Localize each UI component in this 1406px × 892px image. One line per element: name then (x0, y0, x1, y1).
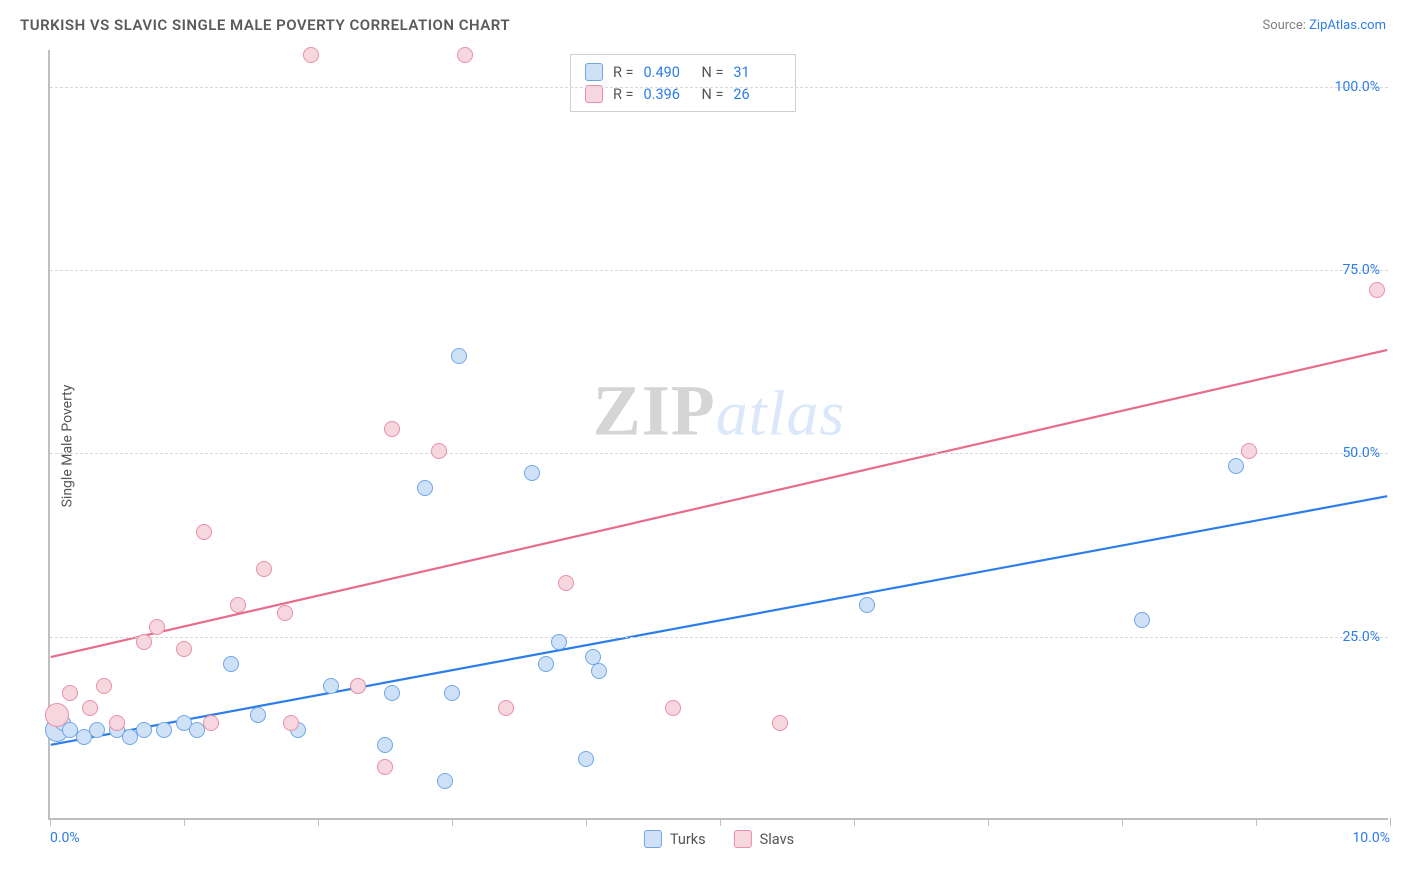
gridline (50, 453, 1388, 454)
data-point-slavs (377, 759, 393, 775)
data-point-slavs (772, 715, 788, 731)
legend-r-label: R = (613, 86, 634, 103)
data-point-slavs (62, 685, 78, 701)
gridline (50, 270, 1388, 271)
data-point-slavs (283, 715, 299, 731)
data-point-slavs (149, 619, 165, 635)
legend-swatch-icon (734, 830, 752, 848)
x-tick (452, 818, 453, 826)
data-point-slavs (109, 715, 125, 731)
y-tick-label: 100.0% (1335, 79, 1380, 95)
data-point-turks (223, 656, 239, 672)
watermark: ZIPatlas (593, 369, 846, 452)
trend-line-turks (51, 496, 1388, 745)
legend-n-value: 26 (733, 86, 781, 103)
data-point-turks (156, 722, 172, 738)
x-tick-label: 10.0% (1352, 830, 1390, 846)
scatter-plot: ZIPatlas R =0.490N =31R =0.396N =26 Turk… (48, 50, 1388, 820)
data-point-turks (451, 348, 467, 364)
legend-swatch-icon (585, 63, 603, 81)
trend-lines (50, 50, 1388, 818)
gridline (50, 87, 1388, 88)
data-point-slavs (457, 47, 473, 63)
data-point-turks (377, 737, 393, 753)
gridline (50, 637, 1388, 638)
legend-r-label: R = (613, 64, 634, 81)
x-tick (50, 818, 51, 826)
data-point-turks (1228, 458, 1244, 474)
series-legend-label: Slavs (760, 831, 794, 848)
data-point-turks (859, 597, 875, 613)
data-point-turks (591, 663, 607, 679)
y-tick-label: 50.0% (1342, 445, 1380, 461)
trend-line-slavs (51, 350, 1388, 657)
data-point-slavs (176, 641, 192, 657)
x-tick (1256, 818, 1257, 826)
x-tick-label: 0.0% (50, 830, 80, 846)
data-point-slavs (498, 700, 514, 716)
data-point-slavs (665, 700, 681, 716)
data-point-turks (417, 480, 433, 496)
chart-title: TURKISH VS SLAVIC SINGLE MALE POVERTY CO… (20, 16, 510, 34)
data-point-slavs (136, 634, 152, 650)
y-tick-label: 75.0% (1342, 262, 1380, 278)
data-point-slavs (45, 703, 69, 727)
series-legend-label: Turks (670, 831, 706, 848)
data-point-slavs (82, 700, 98, 716)
x-tick (1122, 818, 1123, 826)
data-point-turks (444, 685, 460, 701)
x-tick (988, 818, 989, 826)
data-point-slavs (1369, 282, 1385, 298)
x-tick (854, 818, 855, 826)
data-point-turks (585, 649, 601, 665)
data-point-turks (89, 722, 105, 738)
x-tick (586, 818, 587, 826)
data-point-slavs (303, 47, 319, 63)
data-point-slavs (230, 597, 246, 613)
legend-r-value: 0.490 (644, 64, 692, 81)
data-point-slavs (196, 524, 212, 540)
series-legend: Turks Slavs (644, 830, 794, 848)
data-point-turks (551, 634, 567, 650)
data-point-turks (384, 685, 400, 701)
x-tick (720, 818, 721, 826)
data-point-turks (437, 773, 453, 789)
correlation-legend: R = 0.490 N = 31 R = 0.396 N = 26 (570, 54, 796, 112)
legend-n-label: N = (702, 86, 724, 103)
data-point-turks (578, 751, 594, 767)
data-point-slavs (256, 561, 272, 577)
x-tick (1390, 818, 1391, 826)
source-link[interactable]: ZipAtlas.com (1309, 18, 1386, 33)
legend-n-value: 31 (733, 64, 781, 81)
legend-row-turks: R = 0.490 N = 31 (585, 61, 781, 83)
series-legend-item-turks: Turks (644, 830, 706, 848)
data-point-slavs (431, 443, 447, 459)
x-tick (184, 818, 185, 826)
legend-r-value: 0.396 (644, 86, 692, 103)
data-point-slavs (203, 715, 219, 731)
data-point-turks (538, 656, 554, 672)
source-attribution: Source: ZipAtlas.com (1262, 18, 1386, 33)
legend-swatch-icon (644, 830, 662, 848)
data-point-slavs (96, 678, 112, 694)
data-point-turks (136, 722, 152, 738)
data-point-slavs (277, 605, 293, 621)
data-point-slavs (1241, 443, 1257, 459)
y-tick-label: 25.0% (1342, 629, 1380, 645)
legend-n-label: N = (702, 64, 724, 81)
legend-swatch-icon (585, 85, 603, 103)
data-point-slavs (350, 678, 366, 694)
data-point-slavs (384, 421, 400, 437)
data-point-turks (250, 707, 266, 723)
data-point-turks (1134, 612, 1150, 628)
data-point-turks (524, 465, 540, 481)
x-tick (318, 818, 319, 826)
data-point-turks (323, 678, 339, 694)
series-legend-item-slavs: Slavs (734, 830, 794, 848)
data-point-slavs (558, 575, 574, 591)
